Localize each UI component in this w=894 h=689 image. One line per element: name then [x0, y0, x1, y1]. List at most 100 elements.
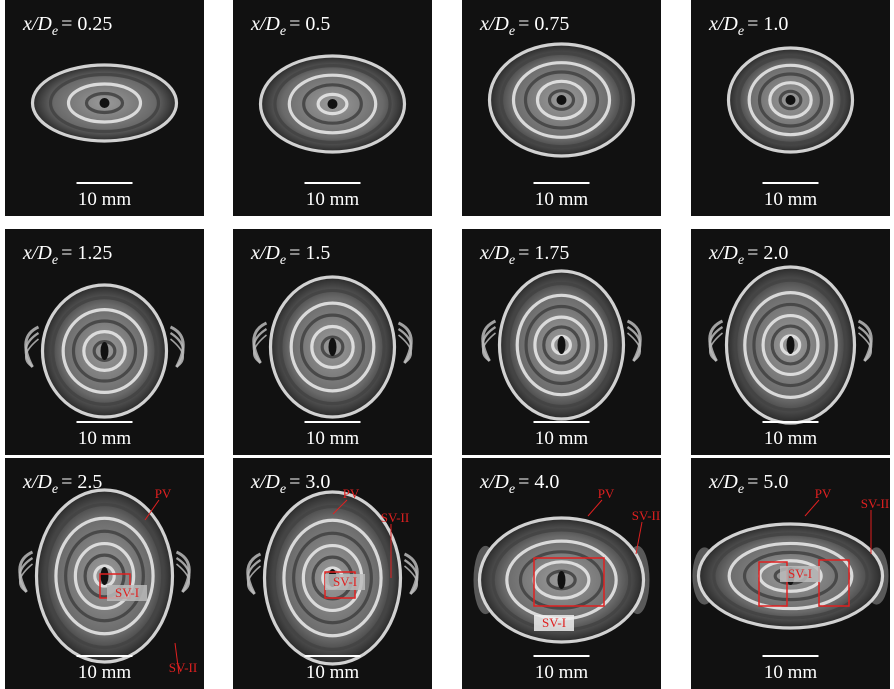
vortex-ring — [34, 488, 175, 664]
label-sub: e — [509, 24, 515, 39]
vortex-ring — [289, 301, 376, 393]
label-var: x/D — [708, 13, 738, 35]
vortex-ring — [497, 269, 626, 421]
vortex-ring — [518, 550, 605, 610]
vortex-ring — [778, 89, 803, 111]
annotation-box — [818, 559, 850, 607]
vortex-ring — [533, 315, 590, 375]
vortex-ring — [757, 72, 824, 128]
panel: x/De = 1.25 10 mm — [5, 229, 204, 455]
label-var: x/D — [708, 242, 738, 264]
panel-label: x/De = 2.0 — [708, 242, 788, 268]
lobe — [482, 332, 497, 362]
vortex-ring — [726, 46, 855, 154]
label-value: = 4.0 — [518, 471, 559, 493]
lobe — [169, 332, 185, 368]
annotation: SV-II — [861, 496, 889, 511]
lobe — [175, 563, 190, 593]
label-value: = 1.0 — [747, 13, 788, 35]
lobe — [252, 328, 268, 364]
annotation: SV-I — [333, 574, 357, 589]
lobe — [253, 334, 268, 364]
vortex-ring — [66, 82, 143, 124]
vortex-ring — [83, 553, 126, 599]
label-value: = 0.25 — [61, 13, 112, 35]
vortex-ring — [761, 313, 820, 377]
label-sub: e — [280, 253, 286, 268]
vortex-ring — [71, 319, 138, 383]
label-sub: e — [738, 253, 744, 268]
vortex-ring — [770, 324, 811, 366]
scale-bar-label: 10 mm — [78, 428, 132, 449]
label-value: = 3.0 — [289, 471, 330, 493]
vortex-ring — [84, 91, 125, 115]
vortex-ring — [292, 531, 373, 625]
scale-bar-label: 10 mm — [535, 428, 589, 449]
annotation: PV — [598, 486, 615, 501]
vortex-ring — [268, 275, 397, 419]
vortex-ring — [299, 313, 366, 381]
vortex-ring — [54, 516, 155, 636]
lobe — [481, 326, 497, 362]
vortex-ring — [258, 54, 407, 154]
label-var: x/D — [250, 13, 280, 35]
panel-label: x/De = 4.0 — [479, 471, 559, 497]
lobe — [175, 557, 191, 593]
lobe — [626, 326, 642, 362]
panel: x/De = 1.75 10 mm — [462, 229, 661, 455]
annotation-box — [758, 561, 788, 607]
scale-bar-label: 10 mm — [306, 662, 360, 683]
vortex-ring — [73, 541, 136, 611]
panel-label: x/De = 3.0 — [250, 471, 330, 497]
label-sub: e — [52, 482, 58, 497]
lobe — [626, 332, 641, 362]
annotation-box — [533, 557, 605, 607]
annotation-bg — [780, 566, 820, 582]
vortex-ring — [506, 281, 617, 409]
lobe — [19, 563, 34, 593]
panel-label: x/De = 2.5 — [22, 471, 102, 497]
annotation: PV — [343, 486, 360, 501]
annotation-bg — [107, 585, 147, 601]
panel-label: x/De = 5.0 — [708, 471, 788, 497]
vortex-ring — [279, 288, 386, 406]
vortex-ring — [742, 550, 839, 602]
label-var: x/D — [22, 471, 52, 493]
label-value: = 1.5 — [289, 242, 330, 264]
lobe — [403, 559, 419, 595]
label-var: x/D — [22, 13, 52, 35]
vortex-ring — [302, 83, 363, 125]
label-value: = 2.0 — [747, 242, 788, 264]
label-var: x/D — [479, 13, 509, 35]
lobe — [18, 557, 34, 593]
label-value: = 0.5 — [289, 13, 330, 35]
lobe — [169, 338, 184, 368]
annotation: SV-II — [632, 508, 660, 523]
panel-label: x/De = 1.5 — [250, 242, 330, 268]
label-value: = 1.75 — [518, 242, 569, 264]
vortex-ring — [310, 324, 355, 370]
vortex-ring — [712, 532, 869, 620]
scale-bar-label: 10 mm — [78, 189, 132, 210]
vortex-ring — [262, 490, 403, 666]
panel: x/De = 0.75 10 mm — [462, 0, 661, 216]
vortex-ring — [758, 559, 823, 593]
vortex-core — [100, 342, 109, 360]
annotation: SV-I — [542, 615, 566, 630]
panel: x/De = 2.0 10 mm — [691, 229, 890, 455]
annotation: PV — [155, 486, 172, 501]
annotation: SV-I — [788, 566, 812, 581]
label-sub: e — [52, 24, 58, 39]
vortex-ring — [743, 291, 838, 399]
label-sub: e — [509, 253, 515, 268]
panel-label: x/De = 0.75 — [479, 13, 569, 39]
vortex-ring — [40, 283, 169, 419]
vortex-ring — [282, 518, 383, 638]
scale-bar-label: 10 mm — [764, 428, 818, 449]
annotation-leader — [804, 499, 820, 517]
panel-label: x/De = 1.0 — [708, 13, 788, 39]
vortex-ring — [734, 278, 847, 412]
annotation: SV-II — [169, 660, 197, 675]
vortex-ring — [499, 51, 624, 149]
